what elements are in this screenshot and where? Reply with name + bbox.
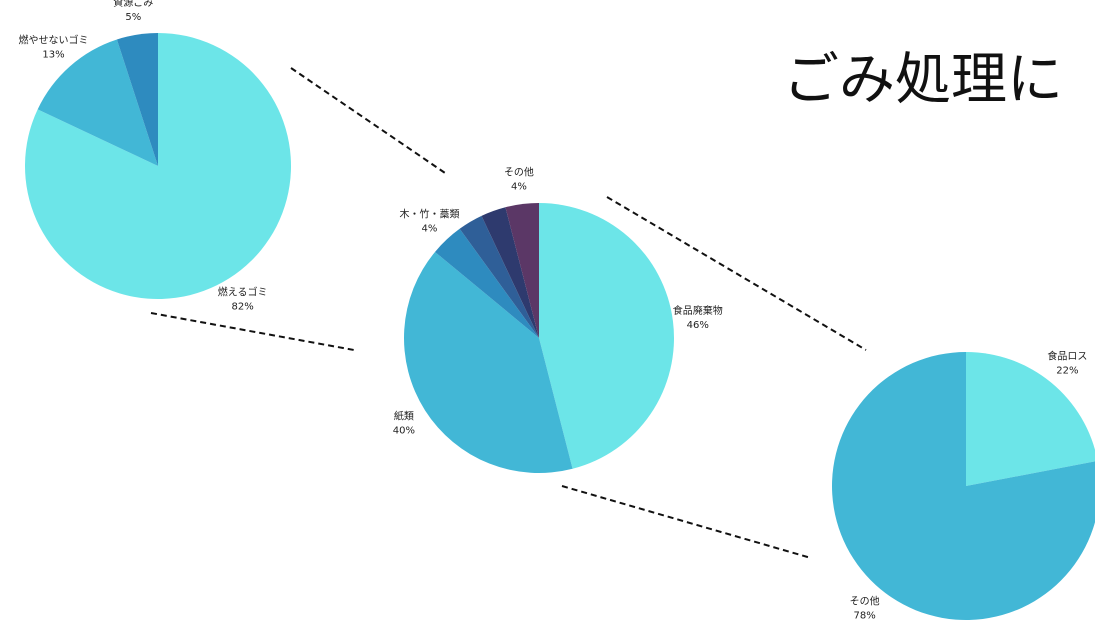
connector <box>561 485 812 559</box>
pie-slice <box>966 352 1095 486</box>
title: ごみ処理に <box>783 48 1063 113</box>
pie-slice <box>116 33 158 166</box>
slice-label: その他 <box>850 595 880 608</box>
slice-label: 紙類 <box>394 410 414 423</box>
pie-slice <box>481 207 539 338</box>
pie-slice <box>505 203 539 338</box>
slice-label: その他 <box>504 165 534 178</box>
slice-value-label: 82% <box>232 301 254 312</box>
slice-label: 資源ごみ <box>113 0 153 9</box>
pie-slice <box>403 251 573 473</box>
slice-value-label: 40% <box>393 426 415 437</box>
slice-value-label: 46% <box>687 320 709 331</box>
slice-label: 食品ロス <box>1047 349 1087 362</box>
pie-slice <box>25 33 292 299</box>
slice-label: 燃えるゴミ <box>218 285 268 298</box>
slice-value-label: 5% <box>125 12 141 23</box>
pie-slice <box>37 39 158 166</box>
pie-slice <box>459 215 539 338</box>
slice-value-label: 78% <box>854 611 876 621</box>
connector <box>150 312 355 351</box>
slice-label: 燃やせないゴミ <box>19 33 89 46</box>
slice-label: 食品廃棄物 <box>673 304 723 317</box>
slice-value-label: 13% <box>42 49 64 60</box>
connector <box>606 196 867 351</box>
connector <box>290 67 449 176</box>
pie-slice <box>434 228 539 338</box>
slice-label: 木・竹・藁類 <box>399 207 459 220</box>
pie-slice <box>832 352 1095 620</box>
slice-value-label: 4% <box>422 223 438 234</box>
pie-slice <box>539 203 674 469</box>
slice-value-label: 4% <box>511 181 527 192</box>
slice-value-label: 22% <box>1056 365 1078 376</box>
